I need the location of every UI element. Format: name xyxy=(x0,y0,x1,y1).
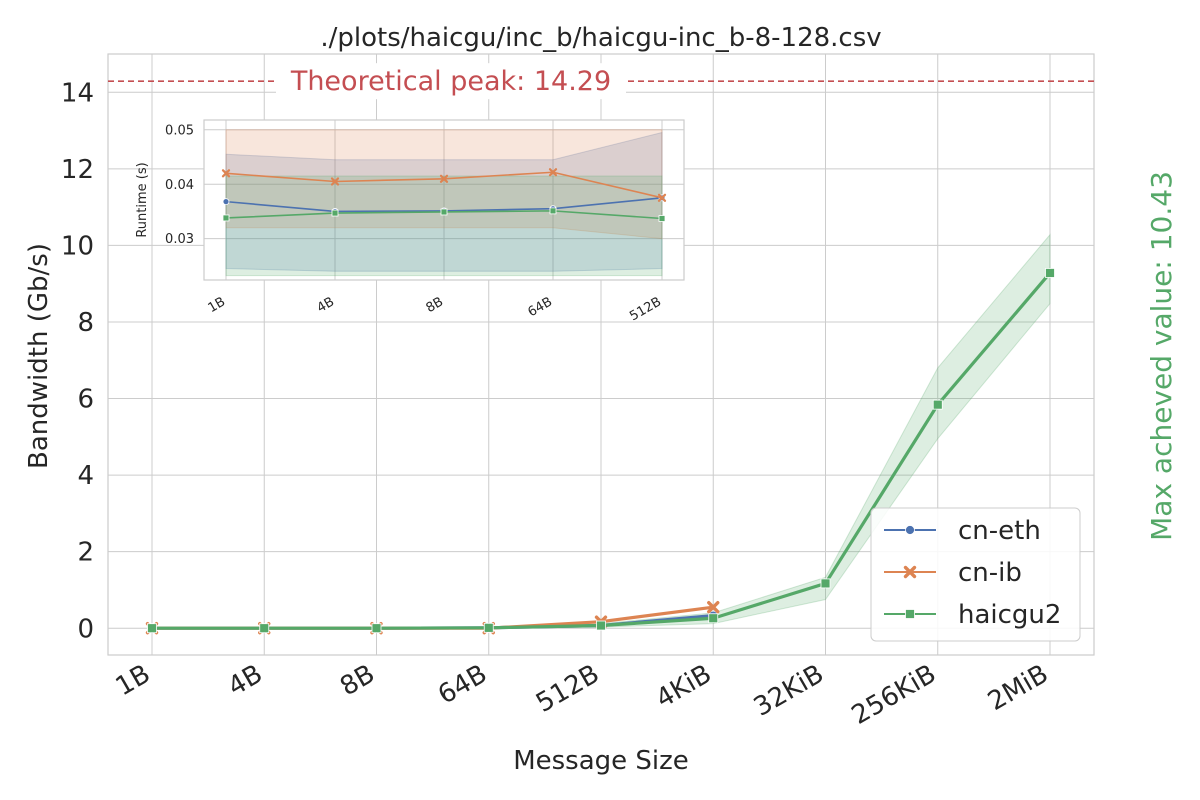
y-tick-label: 14 xyxy=(61,78,94,108)
data-point-haicgu2 xyxy=(259,623,270,634)
data-point-cn-ib xyxy=(439,174,449,183)
y-tick-label: 8 xyxy=(77,308,94,338)
x-tick-label: 64B xyxy=(433,659,492,710)
y-tick-label: 10 xyxy=(61,232,94,262)
plot-frame xyxy=(107,53,1095,656)
max-value-annotation: Max acheved value: 10.43 xyxy=(1145,171,1178,541)
x-tick-label: 1B xyxy=(111,659,156,702)
confidence-band-cn-eth xyxy=(225,131,663,272)
data-point-haicgu2 xyxy=(549,207,557,215)
chart-title: ./plots/haicgu/inc_b/haicgu-inc_b-8-128.… xyxy=(320,23,881,53)
x-tick-label: 256KiB xyxy=(847,659,941,731)
theoretical-peak-label: Theoretical peak: 14.29 xyxy=(290,66,611,97)
y-tick-label: 0.05 xyxy=(165,123,194,138)
x-tick-label: 32KiB xyxy=(749,659,829,723)
confidence-band-haicgu2 xyxy=(225,175,663,277)
data-point-cn-ib xyxy=(330,177,340,186)
y-tick-label: 12 xyxy=(61,155,94,185)
x-tick-label: 4KiB xyxy=(651,659,717,714)
y-axis-label: Bandwidth (Gb/s) xyxy=(24,243,54,469)
y-tick-label: 0 xyxy=(77,614,94,644)
x-tick-label: 512B xyxy=(627,294,664,324)
legend-label-haicgu2: haicgu2 xyxy=(958,600,1061,630)
data-point-haicgu2 xyxy=(371,623,382,634)
y-tick-label: 0.04 xyxy=(165,178,194,193)
data-point-cn-ib xyxy=(657,193,667,202)
legend-box xyxy=(870,507,1081,642)
data-point-haicgu2 xyxy=(708,613,719,624)
x-tick-label: 8B xyxy=(424,294,446,316)
data-point-haicgu2 xyxy=(222,214,230,222)
chart-plot-0: 0 2 4 6 8 10 12 14 1B 4B 8B 64B 512B 4KiB 32KiB 256KiB 2… xyxy=(61,53,1095,731)
data-point-haicgu2 xyxy=(1045,268,1055,278)
data-point-cn-ib xyxy=(221,169,231,178)
data-point-haicgu2 xyxy=(658,215,666,222)
data-point-haicgu2 xyxy=(820,578,831,589)
chart-plot-1: 0.03 0.04 0.05 1B 4B 8B 64B 512B xyxy=(165,119,685,324)
legend-marker-haicgu2 xyxy=(905,609,915,619)
data-point-cn-ib xyxy=(548,168,558,177)
y-tick-label: 0.03 xyxy=(165,232,194,247)
x-tick-label: 2MiB xyxy=(983,659,1053,717)
x-tick-label: 8B xyxy=(335,659,380,702)
data-point-haicgu2 xyxy=(483,622,494,633)
data-point-haicgu2 xyxy=(147,623,157,634)
legend-marker-cn-eth xyxy=(905,525,915,535)
data-point-cn-eth xyxy=(222,198,230,206)
data-point-haicgu2 xyxy=(440,208,448,216)
peak-label-background xyxy=(276,63,626,100)
inset-y-axis-label: Runtime (s) xyxy=(135,162,150,237)
x-tick-label: 4B xyxy=(223,659,268,702)
legend-label-cn-eth: cn-eth xyxy=(958,516,1041,546)
data-point-haicgu2 xyxy=(596,620,606,631)
data-point-cn-ib xyxy=(707,600,720,614)
y-tick-label: 2 xyxy=(77,538,94,568)
x-axis-label: Message Size xyxy=(513,746,689,776)
plot-frame xyxy=(203,119,685,281)
y-tick-label: 6 xyxy=(77,385,94,415)
x-tick-label: 4B xyxy=(315,294,337,316)
y-tick-label: 4 xyxy=(77,461,94,491)
legend-label-cn-ib: cn-ib xyxy=(958,558,1022,588)
legend-marker-cn-ib xyxy=(903,565,917,579)
x-tick-label: 512B xyxy=(531,659,604,719)
x-tick-label: 1B xyxy=(206,294,228,316)
data-point-haicgu2 xyxy=(932,399,943,410)
x-tick-label: 64B xyxy=(525,294,555,320)
data-point-haicgu2 xyxy=(331,209,339,217)
